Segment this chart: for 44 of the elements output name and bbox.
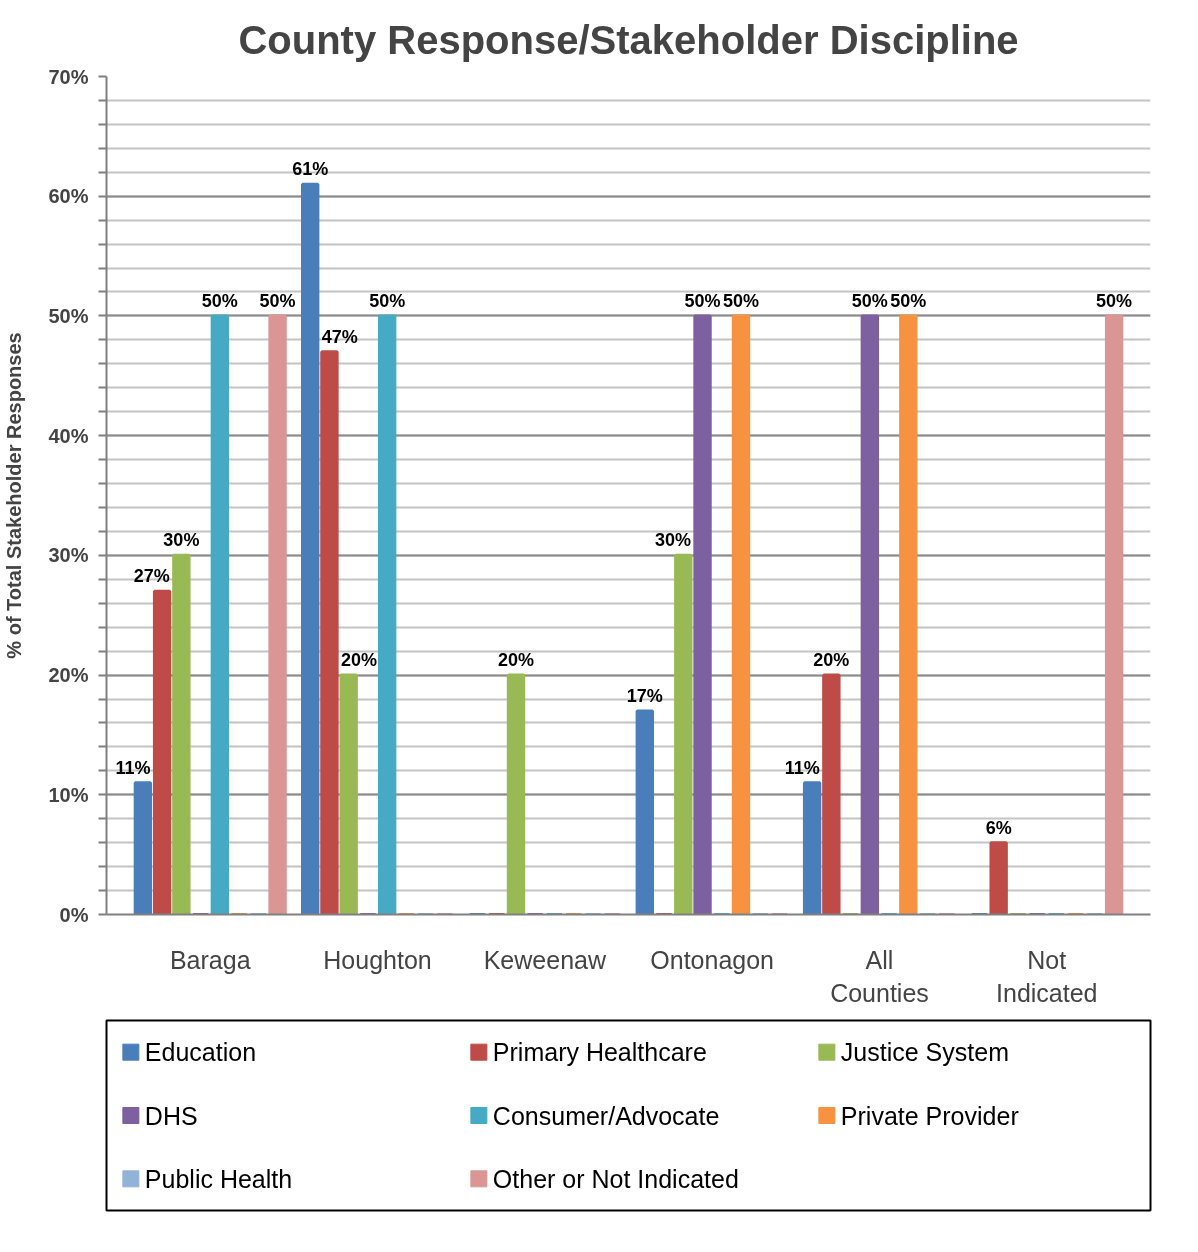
legend-label: Other or Not Indicated <box>492 1164 739 1193</box>
data-label: 50% <box>369 290 406 311</box>
legend-label: Consumer/Advocate <box>492 1101 720 1130</box>
data-label: 30% <box>654 530 691 551</box>
x-tick-label: Ontonagon <box>650 945 775 974</box>
data-label: 50% <box>890 290 927 311</box>
y-tick-label: 70% <box>48 65 89 88</box>
y-tick-label: 30% <box>48 544 89 567</box>
y-tick-label: 10% <box>48 783 89 806</box>
x-tick-label: Keweenaw <box>483 945 607 974</box>
data-label: 47% <box>321 326 358 347</box>
data-label: 30% <box>163 530 200 551</box>
legend-label: Public Health <box>144 1164 293 1193</box>
x-tick-label: Baraga <box>169 945 251 974</box>
x-tick-label: Not Indicated <box>996 945 1098 1008</box>
data-label: 20% <box>497 650 534 671</box>
chart-title: County Response/Stakeholder Discipline <box>238 17 1019 62</box>
x-tick-label: Houghton <box>323 945 432 974</box>
legend-label: Justice System <box>840 1038 1009 1067</box>
data-label: 50% <box>851 290 888 311</box>
legend-label: Private Provider <box>840 1101 1019 1130</box>
data-label: 50% <box>723 290 760 311</box>
data-label: 20% <box>813 650 850 671</box>
y-tick-label: 0% <box>59 903 89 926</box>
data-label: 27% <box>133 566 170 587</box>
data-label: 20% <box>340 650 378 671</box>
data-label: 50% <box>259 290 296 311</box>
data-label: 6% <box>985 817 1012 838</box>
data-label: 50% <box>201 290 238 311</box>
y-tick-label: 50% <box>48 304 89 327</box>
legend-label: Education <box>144 1038 257 1067</box>
y-tick-label: 60% <box>48 185 89 208</box>
data-label: 61% <box>292 159 329 180</box>
data-label: 50% <box>684 290 721 311</box>
data-label: 50% <box>1096 290 1133 311</box>
data-label: 17% <box>626 685 663 706</box>
y-tick-label: 20% <box>48 664 89 687</box>
y-axis-title: % of Total Stakeholder Responses <box>3 332 26 659</box>
legend-label: DHS <box>144 1101 198 1130</box>
data-label: 11% <box>115 757 151 778</box>
data-label: 11% <box>784 757 820 778</box>
x-tick-label: All Counties <box>830 945 929 1008</box>
y-tick-label: 40% <box>48 424 89 447</box>
legend-label: Primary Healthcare <box>492 1038 707 1067</box>
